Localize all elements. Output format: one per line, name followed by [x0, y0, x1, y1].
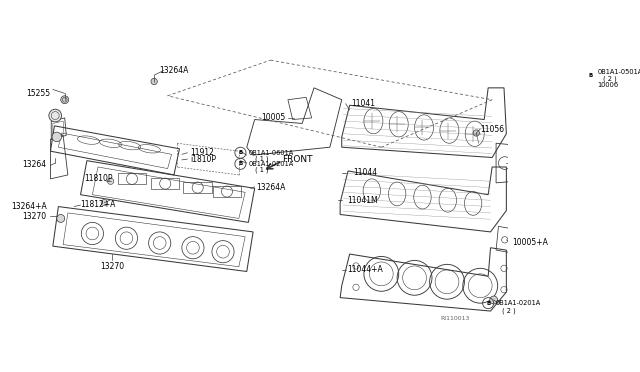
- Circle shape: [61, 96, 68, 104]
- Text: 0B1A1-0201A: 0B1A1-0201A: [248, 161, 294, 167]
- Text: 13270: 13270: [22, 212, 47, 221]
- Circle shape: [57, 215, 65, 222]
- Text: ( 1 ): ( 1 ): [255, 156, 268, 162]
- Circle shape: [101, 199, 108, 206]
- Text: 11041M: 11041M: [348, 196, 378, 205]
- Text: 11056: 11056: [480, 125, 504, 134]
- Text: 11912: 11912: [190, 148, 214, 157]
- Text: 10005+A: 10005+A: [512, 238, 548, 247]
- Circle shape: [108, 178, 114, 185]
- Text: 11041: 11041: [351, 99, 375, 108]
- Text: B: B: [589, 74, 593, 78]
- Text: 10005: 10005: [261, 113, 285, 122]
- Text: ( 2 ): ( 2 ): [502, 308, 515, 314]
- Text: B: B: [238, 161, 243, 166]
- Text: 13264+A: 13264+A: [11, 202, 47, 211]
- Text: B: B: [238, 150, 243, 155]
- Text: ( 2 ): ( 2 ): [603, 75, 617, 81]
- Circle shape: [151, 78, 157, 85]
- Text: 11044+A: 11044+A: [348, 265, 383, 275]
- Text: 13264: 13264: [22, 160, 47, 169]
- Text: 0B1A1-0501A: 0B1A1-0501A: [597, 69, 640, 75]
- Circle shape: [52, 132, 61, 142]
- Text: 11810P: 11810P: [84, 174, 113, 183]
- Text: 0B1A1-0601A: 0B1A1-0601A: [248, 150, 294, 156]
- Text: 0B1A1-0201A: 0B1A1-0201A: [496, 300, 541, 306]
- Text: B: B: [486, 301, 490, 306]
- Text: FRONT: FRONT: [282, 155, 313, 164]
- Circle shape: [490, 296, 498, 304]
- Text: 11044: 11044: [354, 168, 378, 177]
- Text: 15255: 15255: [26, 89, 51, 98]
- Circle shape: [473, 130, 479, 136]
- Text: 13264A: 13264A: [256, 183, 285, 192]
- Text: 13264A: 13264A: [160, 66, 189, 75]
- Text: RI110013: RI110013: [441, 317, 470, 321]
- Text: ( 1 ): ( 1 ): [255, 167, 268, 173]
- Text: 10006: 10006: [597, 82, 618, 88]
- Circle shape: [49, 109, 61, 122]
- Text: 13270: 13270: [100, 262, 124, 271]
- Text: 11812+A: 11812+A: [81, 201, 116, 209]
- Text: i1810P: i1810P: [190, 155, 216, 164]
